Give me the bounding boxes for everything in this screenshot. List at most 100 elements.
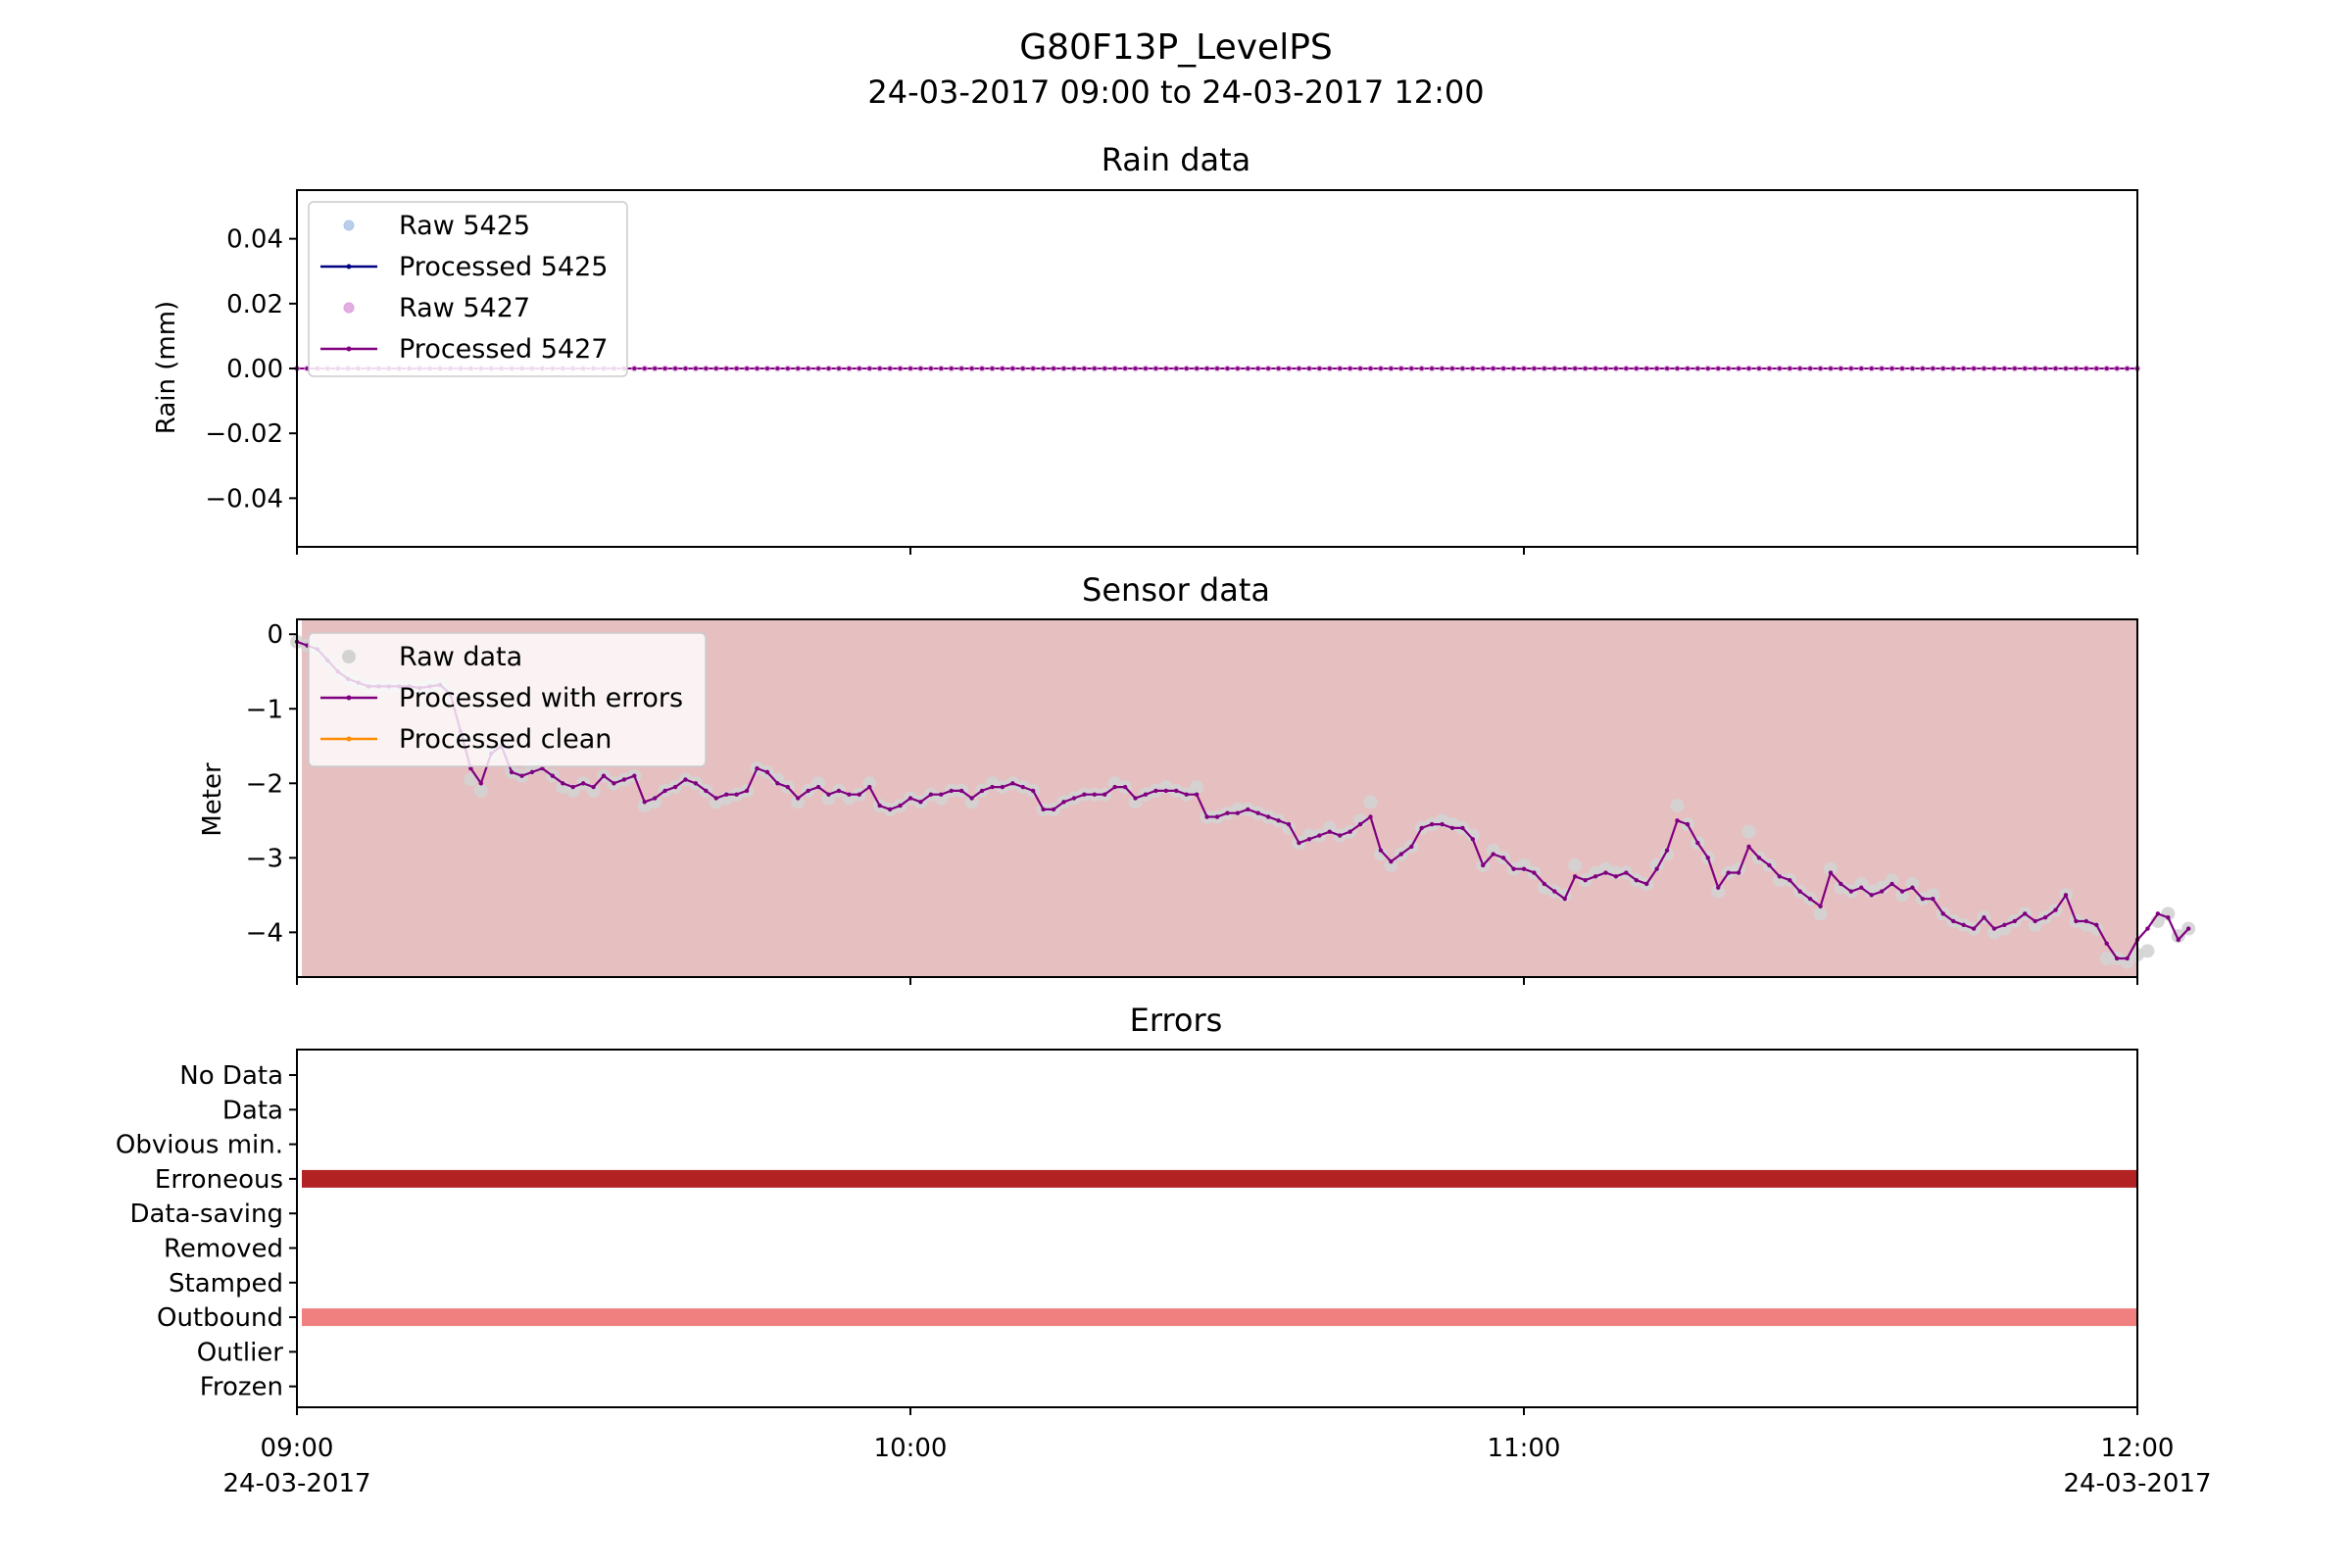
rain-point	[1797, 367, 1802, 370]
sensor-raw-point	[586, 783, 601, 798]
sensor-processed-point	[806, 788, 810, 794]
rain-point	[1859, 367, 1864, 370]
rain-point	[1010, 367, 1015, 370]
sensor-processed-point	[1613, 874, 1619, 879]
errors-category-label: Obvious min.	[116, 1131, 283, 1160]
rain-point	[1398, 367, 1403, 370]
sensor-processed-point	[1552, 889, 1557, 894]
rain-point	[673, 367, 678, 370]
sensor-processed-point	[2114, 956, 2120, 961]
rain-point	[1788, 367, 1792, 370]
sensor-processed-point	[2083, 918, 2089, 924]
sensor-processed-point	[755, 765, 760, 771]
rain-point	[1389, 367, 1394, 370]
rain-point	[1838, 367, 1843, 370]
sensor-processed-point	[1378, 848, 1384, 853]
sensor-processed-point	[1685, 821, 1690, 827]
sensor-raw-point	[1353, 813, 1368, 828]
sensor-raw-point	[821, 791, 836, 806]
sensor-processed-point	[877, 803, 882, 808]
sensor-processed-point	[1460, 825, 1465, 831]
errors-category-label: Data	[222, 1096, 283, 1125]
rain-point	[1419, 367, 1424, 370]
rain-point	[1685, 367, 1690, 370]
sensor-processed-point	[1153, 788, 1158, 794]
figure-title: G80F13P_LevelPS	[1019, 27, 1333, 68]
sensor-processed-point	[1481, 862, 1486, 868]
rain-y-tick-label: −0.04	[205, 484, 283, 514]
sensor-processed-point	[1449, 825, 1455, 831]
sensor-processed-point	[1317, 833, 1322, 838]
sensor-raw-point	[1384, 858, 1398, 872]
rain-point	[1306, 367, 1311, 370]
rain-point	[745, 367, 750, 370]
rain-point	[1123, 367, 1128, 370]
sensor-processed-point	[1440, 821, 1445, 827]
rain-point	[1880, 367, 1885, 370]
sensor-processed-point	[1112, 784, 1117, 790]
sensor-processed-point	[949, 788, 954, 794]
sensor-processed-point	[2185, 926, 2191, 931]
sensor-processed-point	[1225, 810, 1230, 815]
rain-point	[1716, 367, 1721, 370]
rain-point	[1695, 367, 1700, 370]
rain-point	[632, 367, 637, 370]
rain-point	[816, 367, 821, 370]
sensor-processed-point	[1991, 926, 1997, 931]
rain-point	[1338, 367, 1343, 370]
rain-point	[642, 367, 647, 370]
rain-point	[826, 367, 831, 370]
sensor-processed-point	[1286, 821, 1292, 827]
rain-point	[796, 367, 801, 370]
rain-point	[1491, 367, 1495, 370]
sensor-processed-point	[1265, 814, 1271, 819]
rain-legend-label: Processed 5427	[399, 334, 608, 365]
rain-point	[990, 367, 995, 370]
sensor-processed-point	[1603, 870, 1608, 875]
sensor-processed-point	[1338, 833, 1343, 838]
sensor-processed-point	[652, 796, 658, 801]
sensor-processed-point	[2104, 941, 2109, 946]
sensor-raw-point	[1711, 884, 1726, 899]
sensor-processed-point	[1010, 781, 1015, 786]
errors-bar-erroneous	[302, 1169, 2137, 1188]
rain-point	[908, 367, 912, 370]
sensor-processed-point	[1542, 881, 1547, 887]
rain-point	[1276, 367, 1281, 370]
sensor-panel: Sensor data Meter 0 −1 −2 −3 −4 Raw data Proc…	[198, 571, 2196, 985]
sensor-processed-point	[1020, 784, 1025, 790]
sensor-legend-label: Processed with errors	[399, 683, 683, 713]
sensor-raw-point	[1363, 795, 1378, 809]
sensor-processed-point	[2176, 937, 2180, 943]
sensor-y-tick-label: −1	[246, 695, 283, 724]
rain-legend-label: Raw 5425	[399, 211, 530, 241]
rain-point	[1522, 367, 1526, 370]
rain-legend-label: Raw 5427	[399, 293, 530, 323]
sensor-processed-point	[580, 781, 586, 786]
rain-point	[806, 367, 810, 370]
sensor-processed-point	[1255, 810, 1260, 815]
sensor-processed-point	[2042, 914, 2048, 920]
sensor-raw-point	[770, 772, 785, 787]
rain-point	[1082, 367, 1087, 370]
sensor-processed-point	[958, 788, 964, 794]
sensor-processed-point	[1184, 792, 1189, 797]
sensor-processed-point	[1061, 800, 1066, 805]
sensor-processed-point	[1491, 852, 1495, 857]
sensor-processed-point	[1675, 818, 1680, 823]
sensor-processed-point	[1419, 825, 1424, 831]
sensor-raw-point	[2140, 944, 2155, 958]
rain-point	[1102, 367, 1107, 370]
sensor-raw-point	[1813, 906, 1828, 921]
sensor-processed-point	[928, 792, 934, 797]
rain-point	[1562, 367, 1567, 370]
sensor-processed-point	[1910, 885, 1915, 890]
sensor-legend-label: Processed clean	[399, 724, 612, 755]
sensor-processed-point	[1102, 792, 1107, 797]
errors-category-label: Outlier	[197, 1338, 284, 1367]
rain-point	[1041, 367, 1046, 370]
sensor-raw-point	[1875, 880, 1889, 895]
rain-point	[1440, 367, 1445, 370]
rain-point	[1542, 367, 1546, 370]
rain-point	[1000, 367, 1004, 370]
